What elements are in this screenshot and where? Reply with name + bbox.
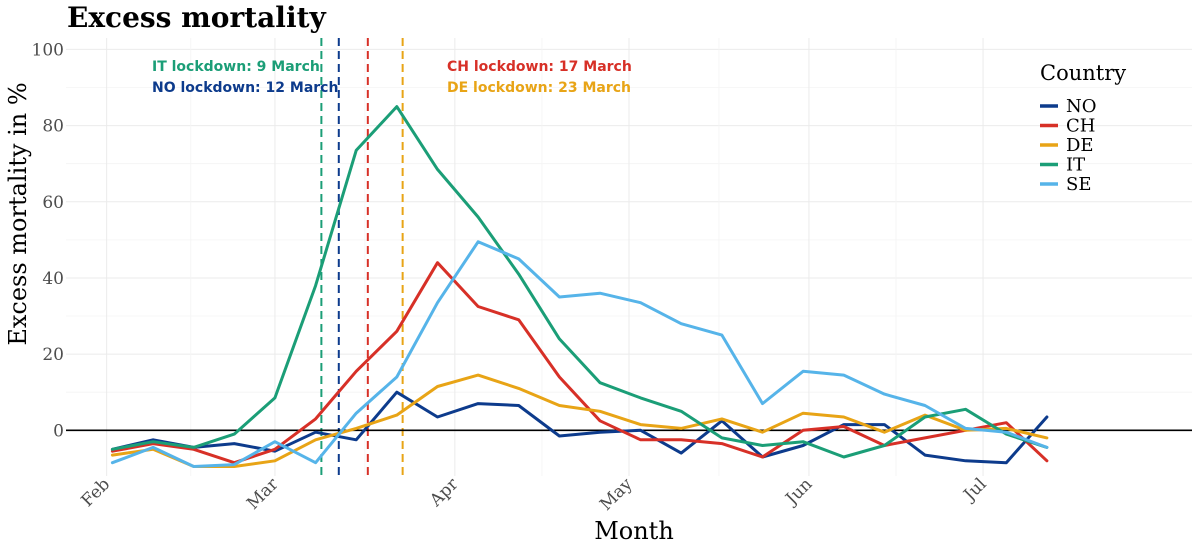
x-tick-label: Jun [781,474,817,510]
lockdown-annotations: IT lockdown: 9 March NO lockdown: 12 Marc… [152,59,632,96]
lockdown-lines [320,38,404,476]
x-tick-label: Jul [959,474,991,506]
legend-label-se: SE [1066,174,1091,195]
x-axis-title: Month [594,517,674,545]
chart-title: Excess mortality [67,1,327,34]
y-tick-label: 100 [32,40,64,60]
y-tick-label: 20 [42,345,64,365]
series-line-it [110,105,1049,459]
series-line-ch [110,261,1049,465]
lockdown-annotation-1: NO lockdown: 12 March [152,80,338,96]
y-tick-label: 80 [42,117,64,137]
series-line-de [110,373,1049,468]
x-tick-label: Feb [78,474,115,511]
lockdown-annotation-2: CH lockdown: 17 March [447,59,632,75]
lockdown-annotation-3: DE lockdown: 23 March [447,80,631,96]
x-tick-label: Mar [243,474,283,514]
lockdown-annotation-0: IT lockdown: 9 March [152,59,320,75]
y-tick-label: 60 [42,193,64,213]
series-line-se [110,240,1049,468]
series-line-no [110,390,1049,465]
legend-label-ch: CH [1066,116,1095,137]
legend-label-it: IT [1066,155,1085,176]
y-tick-label: 0 [53,421,64,441]
series-lines [110,105,1049,468]
x-tick-label: May [596,474,637,515]
legend-title: Country [1040,61,1126,85]
legend-label-de: DE [1066,135,1094,156]
x-tick-label: Apr [425,474,463,512]
x-axis-ticks: Feb Mar Apr May Jun Jul [78,474,991,515]
y-axis-ticks: 0 20 40 60 80 100 [32,40,64,441]
y-axis-title: Excess mortality in % [4,82,32,345]
legend-label-no: NO [1066,96,1097,117]
y-tick-label: 40 [42,269,64,289]
grid [66,38,1192,476]
